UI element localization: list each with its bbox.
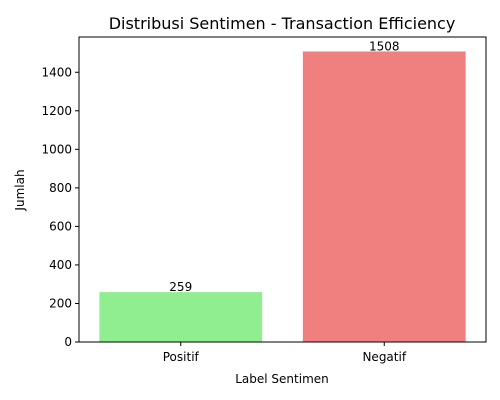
x-tick-label-negatif: Negatif [362, 350, 406, 364]
plot-frame [78, 36, 487, 343]
x-axis-label: Label Sentimen [235, 372, 329, 386]
y-tick-label: 200 [49, 296, 72, 310]
y-tick-label: 400 [49, 258, 72, 272]
bar-negatif [302, 51, 466, 342]
y-tick-label: 1000 [41, 142, 72, 156]
y-tick-label: 0 [64, 335, 72, 349]
y-tick-label: 600 [49, 219, 72, 233]
chart-title: Distribusi Sentimen - Transaction Effici… [109, 14, 456, 33]
data-label-positif: 259 [169, 280, 192, 294]
y-axis-label: Jumlah [13, 169, 27, 211]
y-tick-label: 800 [49, 181, 72, 195]
data-label-negatif: 1508 [369, 39, 400, 53]
y-tick-label: 1200 [41, 104, 72, 118]
bar-positif [99, 292, 263, 342]
plot-area: 259 1508 0 200 400 600 800 1000 1200 1400 Positif N… [41, 36, 487, 364]
x-tick-label-positif: Positif [163, 350, 200, 364]
y-tick-label: 1400 [41, 65, 72, 79]
